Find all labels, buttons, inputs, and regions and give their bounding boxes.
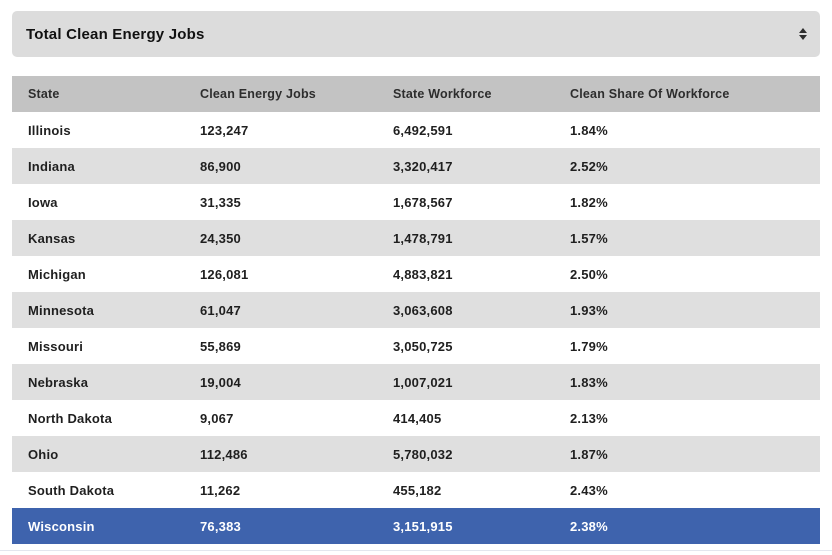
cell-state-workforce: 5,780,032: [393, 446, 453, 462]
cell-clean-energy-jobs: 112,486: [200, 446, 248, 462]
triangle-up-icon: [799, 28, 807, 33]
cell-state-workforce: 414,405: [393, 410, 442, 426]
cell-state: Nebraska: [28, 374, 89, 390]
cell-clean-energy-jobs: 123,247: [200, 122, 249, 138]
cell-state-workforce: 3,320,417: [393, 158, 453, 174]
cell-clean-share: 2.52%: [570, 158, 608, 174]
cell-state-workforce: 6,492,591: [393, 122, 453, 138]
cell-state-workforce: 3,050,725: [393, 338, 453, 354]
table-row: North Dakota 9,067 414,405 2.13%: [12, 400, 820, 436]
table-body: Illinois 123,247 6,492,591 1.84% Indiana 86,9…: [12, 112, 820, 544]
column-header-share: Clean Share Of Workforce: [554, 76, 820, 112]
cell-clean-share: 1.87%: [570, 446, 608, 462]
cell-clean-energy-jobs: 11,262: [200, 482, 241, 498]
table-row: Missouri 55,869 3,050,725 1.79%: [12, 328, 820, 364]
cell-clean-energy-jobs: 86,900: [200, 158, 241, 174]
cell-clean-energy-jobs: 76,383: [200, 518, 241, 534]
table-row-highlighted: Wisconsin 76,383 3,151,915 2.38%: [12, 508, 820, 544]
cell-clean-share: 1.83%: [570, 374, 608, 390]
cell-state: North Dakota: [28, 410, 113, 426]
cell-clean-share: 1.93%: [570, 302, 608, 318]
cell-clean-energy-jobs: 9,067: [200, 410, 234, 426]
cell-clean-energy-jobs: 19,004: [200, 374, 241, 390]
cell-state-workforce: 3,151,915: [393, 518, 453, 534]
table-row: Kansas 24,350 1,478,791 1.57%: [12, 220, 820, 256]
table-row: Nebraska 19,004 1,007,021 1.83%: [12, 364, 820, 400]
table-row: Iowa 31,335 1,678,567 1.82%: [12, 184, 820, 220]
cell-state: Iowa: [28, 194, 58, 210]
cell-clean-energy-jobs: 61,047: [200, 302, 241, 318]
table-row: Minnesota 61,047 3,063,608 1.93%: [12, 292, 820, 328]
table-row: South Dakota 11,262 455,182 2.43%: [12, 472, 820, 508]
cell-clean-energy-jobs: 55,869: [200, 338, 241, 354]
cell-state: Illinois: [28, 122, 71, 138]
bottom-divider: [0, 550, 832, 551]
cell-clean-share: 1.57%: [570, 230, 608, 246]
cell-state: Kansas: [28, 230, 76, 246]
dataset-select-value: Total Clean Energy Jobs: [26, 25, 205, 43]
cell-state-workforce: 3,063,608: [393, 302, 453, 318]
table-row: Michigan 126,081 4,883,821 2.50%: [12, 256, 820, 292]
table-row: Illinois 123,247 6,492,591 1.84%: [12, 112, 820, 148]
cell-state-workforce: 1,678,567: [393, 194, 453, 210]
cell-clean-share: 2.50%: [570, 266, 608, 282]
cell-state-workforce: 1,007,021: [393, 374, 453, 390]
cell-state: Michigan: [28, 266, 86, 282]
cell-clean-energy-jobs: 24,350: [200, 230, 241, 246]
triangle-down-icon: [799, 35, 807, 40]
cell-state-workforce: 455,182: [393, 482, 442, 498]
cell-clean-share: 1.79%: [570, 338, 608, 354]
table-header-row: State Clean Energy Jobs State Workforce …: [12, 76, 820, 112]
cell-state: Missouri: [28, 338, 84, 354]
cell-state-workforce: 4,883,821: [393, 266, 453, 282]
select-stepper-icon: [799, 28, 807, 40]
table-row: Indiana 86,900 3,320,417 2.52%: [12, 148, 820, 184]
cell-clean-energy-jobs: 31,335: [200, 194, 241, 210]
dataset-select[interactable]: Total Clean Energy Jobs: [12, 11, 820, 57]
cell-state: Minnesota: [28, 302, 95, 318]
table-row: Ohio 112,486 5,780,032 1.87%: [12, 436, 820, 472]
cell-clean-share: 2.38%: [570, 518, 608, 534]
cell-state: Ohio: [28, 446, 59, 462]
cell-state: South Dakota: [28, 482, 115, 498]
cell-clean-energy-jobs: 126,081: [200, 266, 249, 282]
cell-state-workforce: 1,478,791: [393, 230, 453, 246]
cell-state: Indiana: [28, 158, 75, 174]
column-header-jobs: Clean Energy Jobs: [184, 76, 377, 112]
clean-energy-jobs-table: State Clean Energy Jobs State Workforce …: [12, 76, 820, 544]
cell-clean-share: 1.82%: [570, 194, 608, 210]
column-header-workforce: State Workforce: [377, 76, 554, 112]
cell-clean-share: 2.13%: [570, 410, 608, 426]
cell-clean-share: 1.84%: [570, 122, 608, 138]
column-header-state: State: [12, 76, 184, 112]
cell-state: Wisconsin: [28, 518, 95, 534]
cell-clean-share: 2.43%: [570, 482, 608, 498]
